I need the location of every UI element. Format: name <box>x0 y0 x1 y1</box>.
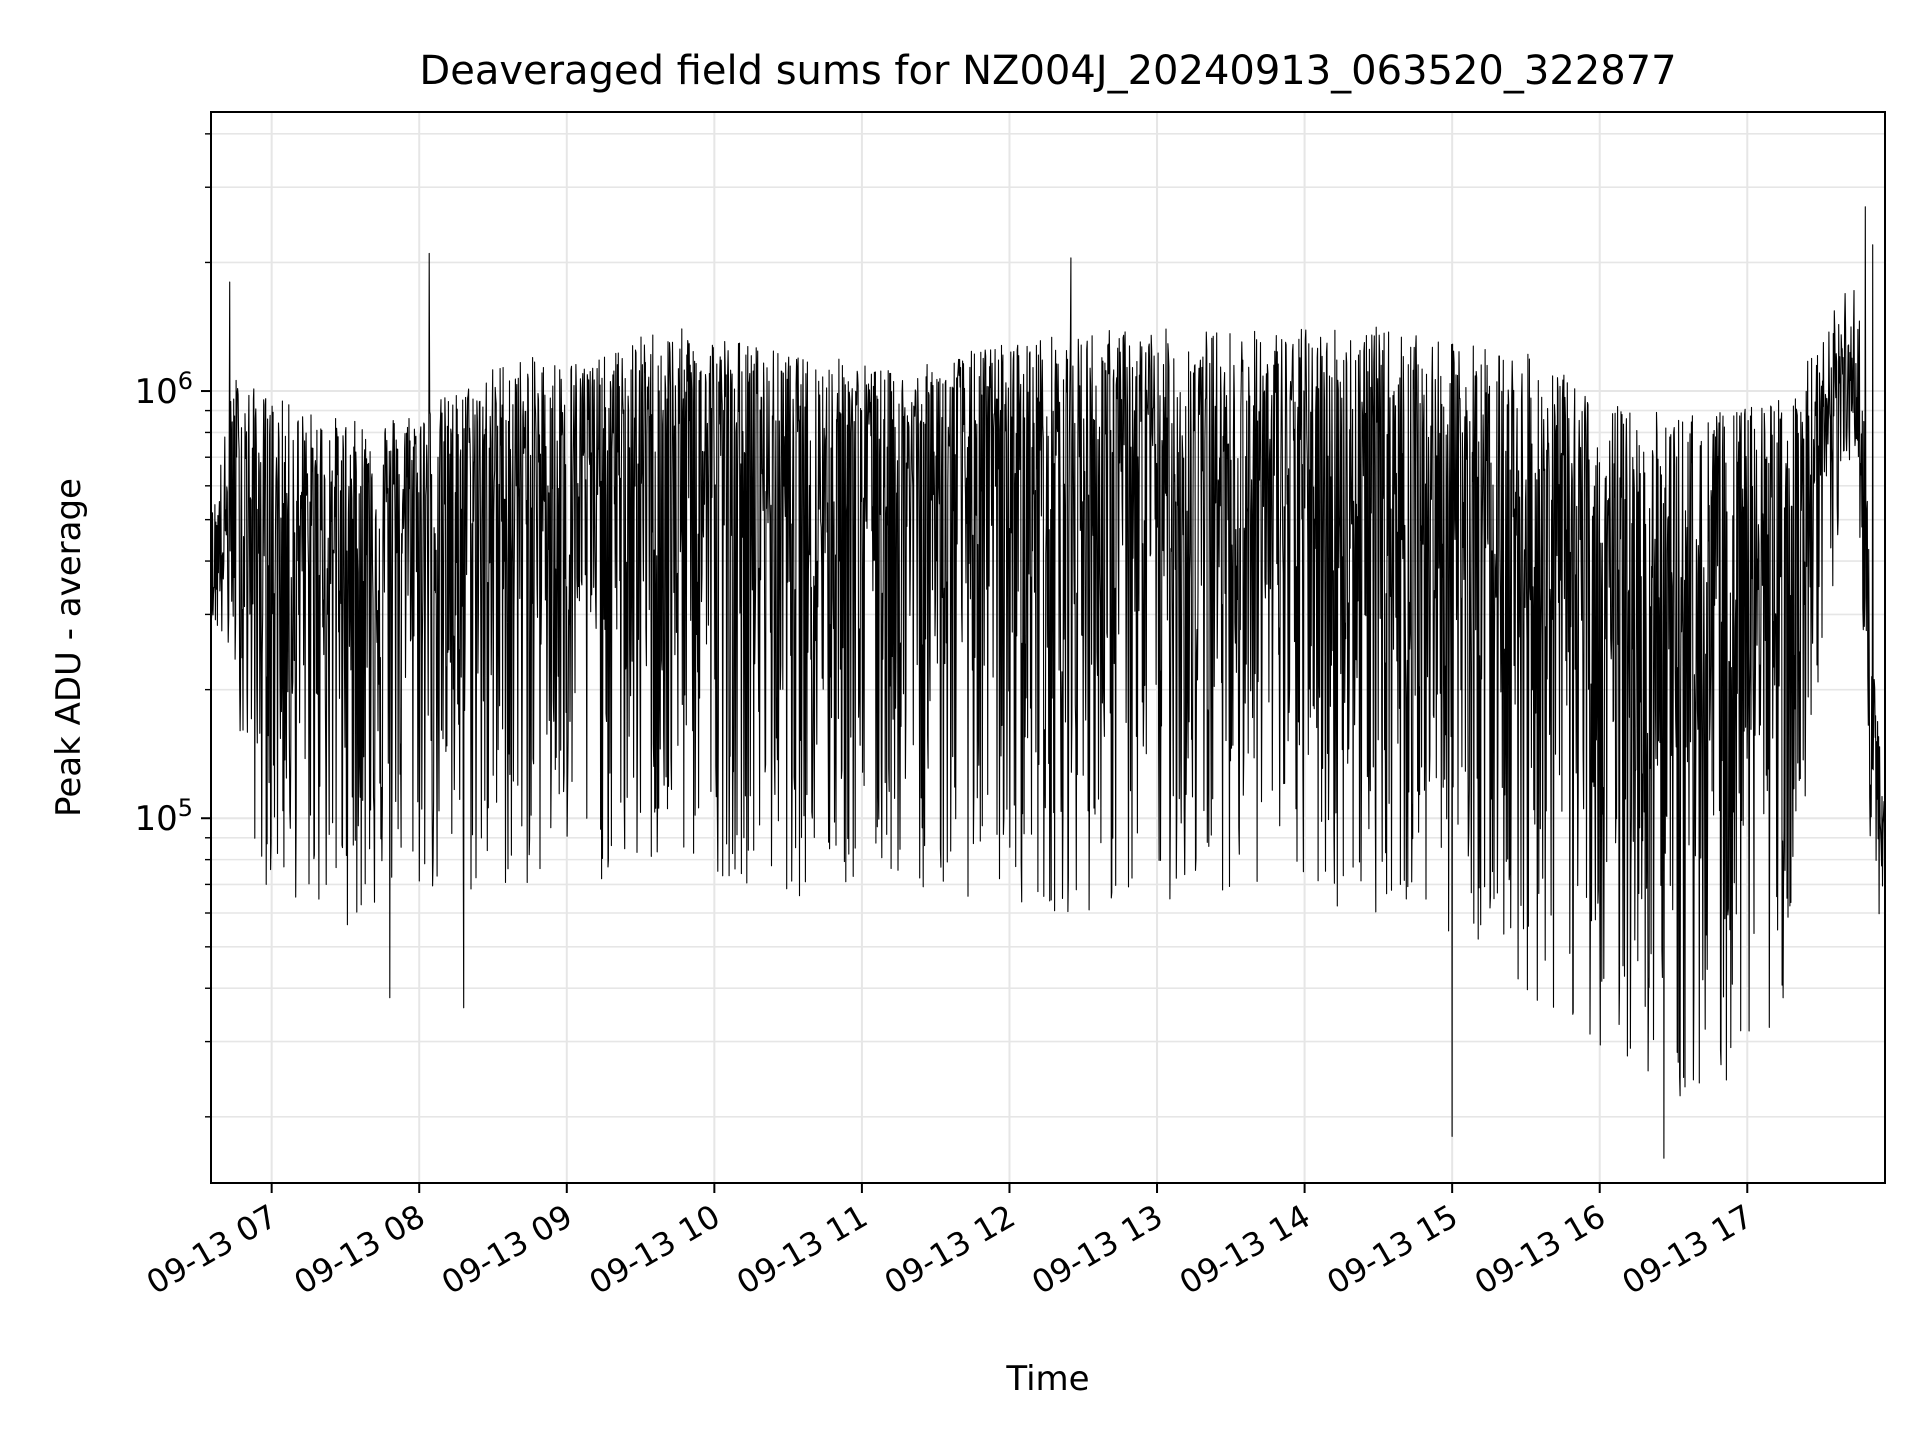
y-axis-label: Peak ADU - average <box>49 478 89 817</box>
series-layer <box>210 206 1886 1159</box>
chart-title: Deaveraged field sums for NZ004J_2024091… <box>419 48 1676 94</box>
series-line <box>210 206 1886 1159</box>
y-tick-label: 106 <box>134 367 193 412</box>
y-tick-label: 105 <box>134 794 193 839</box>
x-axis-label: Time <box>1005 1359 1089 1399</box>
plot-frame <box>210 111 1886 1184</box>
